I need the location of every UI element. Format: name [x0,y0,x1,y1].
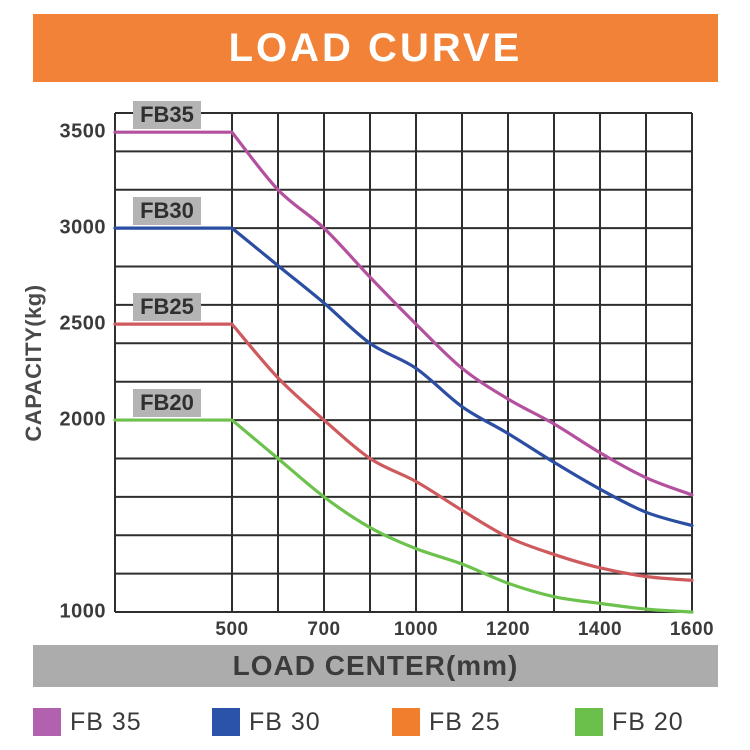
legend-label: FB 30 [249,707,321,736]
x-tick-1400: 1400 [577,619,623,640]
x-tick-500: 500 [215,619,249,640]
legend-label: FB 20 [612,707,684,736]
curve-fb20 [113,418,694,614]
legend-swatch [575,708,603,736]
legend-swatch [33,708,61,736]
x-tick-700: 700 [307,619,341,640]
x-tick-1600: 1600 [669,619,715,640]
header-bar: LOAD CURVE [33,14,718,82]
curve-fb30 [113,226,694,528]
y-tick-2500: 2500 [59,312,106,335]
y-tick-3500: 3500 [59,120,106,143]
curve-tag-fb20: FB20 [133,389,201,418]
y-tick-1000: 1000 [59,600,106,623]
legend-swatch [392,708,420,736]
y-tick-2000: 2000 [59,408,106,431]
legend-label: FB 25 [429,707,501,736]
legend-item-fb20: FB 20 [575,707,684,737]
legend-item-fb35: FB 35 [33,707,142,737]
x-axis-banner: LOAD CENTER(mm) [33,645,718,687]
y-tick-3000: 3000 [59,216,106,239]
curve-tag-fb30: FB30 [133,197,201,226]
legend-swatch [212,708,240,736]
x-tick-1000: 1000 [393,619,439,640]
x-axis-title: LOAD CENTER(mm) [232,650,519,681]
curve-fb25 [113,322,694,582]
x-tick-1200: 1200 [485,619,531,640]
curve-fb35 [113,130,694,497]
legend-item-fb30: FB 30 [212,707,321,737]
curve-tag-fb25: FB25 [133,293,201,322]
legend-label: FB 35 [70,707,142,736]
curve-tag-fb35: FB35 [133,101,201,130]
legend-item-fb25: FB 25 [392,707,501,737]
page-title: LOAD CURVE [228,25,523,70]
